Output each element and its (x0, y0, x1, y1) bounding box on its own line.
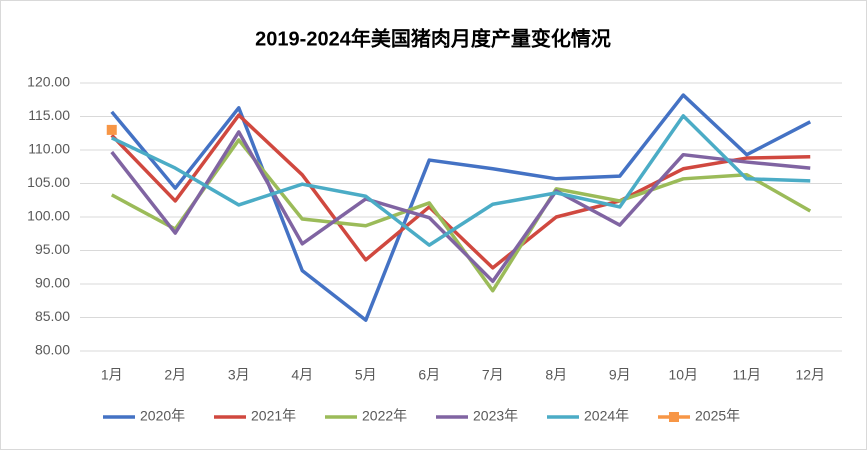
x-tick-label: 11月 (732, 367, 761, 383)
x-tick-label: 10月 (668, 367, 698, 383)
x-tick-label: 2月 (164, 367, 186, 383)
series-line (110, 138, 812, 293)
legend-label: 2022年 (362, 408, 407, 424)
x-tick-label: 4月 (291, 367, 313, 383)
x-tick-label: 1月 (101, 367, 123, 383)
y-tick-label: 120.00 (27, 74, 70, 90)
point-marker (106, 124, 117, 135)
y-tick-label: 85.00 (35, 308, 70, 324)
y-tick-label: 105.00 (27, 174, 70, 190)
x-tick-label: 3月 (228, 367, 250, 383)
chart-title: 2019-2024年美国猪肉月度产量变化情况 (255, 26, 611, 50)
legend-label: 2020年 (140, 408, 185, 424)
x-tick-label: 6月 (418, 367, 440, 383)
x-tick-label: 9月 (609, 367, 631, 383)
x-tick-label: 5月 (355, 367, 377, 383)
legend-label: 2024年 (584, 408, 629, 424)
y-tick-label: 110.00 (28, 141, 70, 157)
legend-label: 2025年 (695, 408, 740, 424)
series-line (110, 113, 811, 270)
legend-label: 2023年 (473, 408, 518, 424)
series-line (110, 114, 811, 247)
x-tick-label: 7月 (482, 367, 504, 383)
y-tick-label: 95.00 (35, 241, 70, 257)
y-tick-label: 100.00 (27, 208, 70, 224)
x-tick-label: 8月 (545, 367, 567, 383)
y-tick-label: 80.00 (35, 342, 70, 358)
legend-label: 2021年 (251, 408, 296, 424)
y-tick-label: 90.00 (35, 275, 70, 291)
y-tick-label: 115.00 (28, 107, 70, 123)
x-tick-label: 12月 (795, 367, 825, 383)
series-line (110, 93, 812, 322)
series-line (110, 130, 811, 284)
legend-marker (669, 412, 679, 422)
